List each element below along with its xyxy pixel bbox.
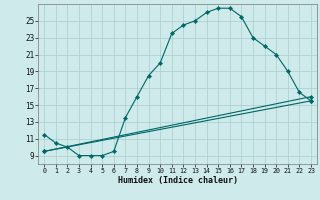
X-axis label: Humidex (Indice chaleur): Humidex (Indice chaleur) <box>118 176 238 185</box>
